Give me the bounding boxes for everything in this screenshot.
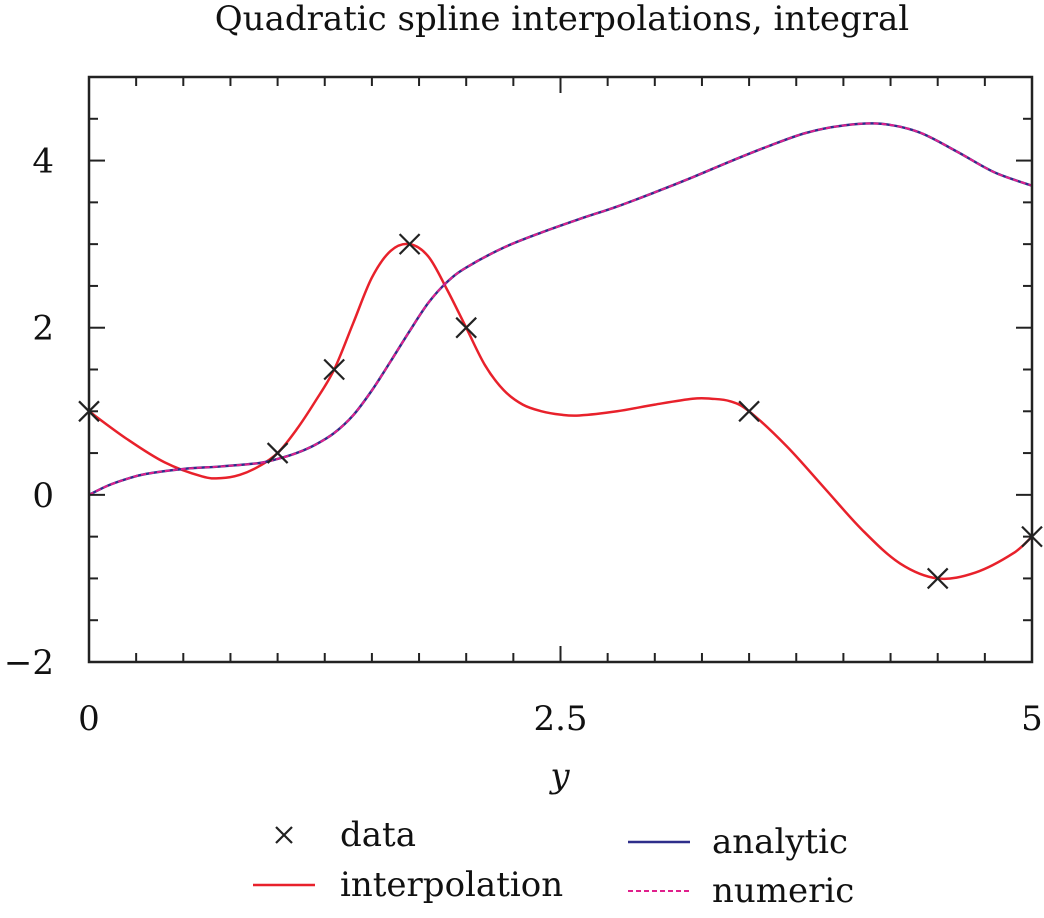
- data-point-marker: [455, 316, 477, 339]
- series-line-interpolation: [89, 242, 1032, 581]
- marker-stroke: [738, 400, 760, 423]
- legend-item-interpolation: interpolation: [253, 865, 563, 905]
- series-line-numeric: [89, 122, 1032, 496]
- legend-label-data: data: [340, 815, 416, 855]
- x-tick-label: 5: [1021, 699, 1043, 739]
- y-tick-label: −2: [4, 643, 54, 683]
- plot-area: [78, 122, 1043, 590]
- legend: data interpolation analytic numeric: [253, 815, 854, 911]
- x-tick-label: 0: [78, 699, 100, 739]
- legend-label-interpolation: interpolation: [340, 865, 563, 905]
- x-axis-label: y: [548, 756, 570, 796]
- legend-label-numeric: numeric: [712, 871, 854, 911]
- legend-label-analytic: analytic: [712, 822, 848, 862]
- x-tick-label: 2.5: [533, 699, 587, 739]
- data-point-marker: [398, 233, 421, 255]
- legend-item-analytic: analytic: [628, 822, 848, 862]
- axis-ticks: 0 2.5 5 −2 0 2 4: [4, 75, 1043, 739]
- y-tick-label: 4: [32, 142, 54, 182]
- data-point-marker: [323, 358, 345, 381]
- series-line-analytic: [89, 122, 1032, 496]
- legend-item-data: data: [275, 815, 416, 855]
- plot-frame: [87, 75, 1034, 664]
- marker-stroke: [398, 233, 421, 255]
- legend-item-numeric: numeric: [628, 871, 854, 911]
- data-point-marker: [926, 567, 949, 590]
- marker-stroke: [266, 442, 289, 464]
- y-tick-label: 2: [32, 309, 54, 349]
- marker-stroke: [455, 316, 477, 339]
- data-point-marker: [266, 442, 289, 464]
- marker-stroke: [926, 567, 949, 590]
- chart-title: Quadratic spline interpolations, integra…: [215, 0, 909, 39]
- y-tick-label: 0: [32, 476, 54, 516]
- legend-swatch-data: [275, 826, 293, 844]
- marker-stroke: [323, 358, 345, 381]
- data-point-marker: [738, 400, 760, 423]
